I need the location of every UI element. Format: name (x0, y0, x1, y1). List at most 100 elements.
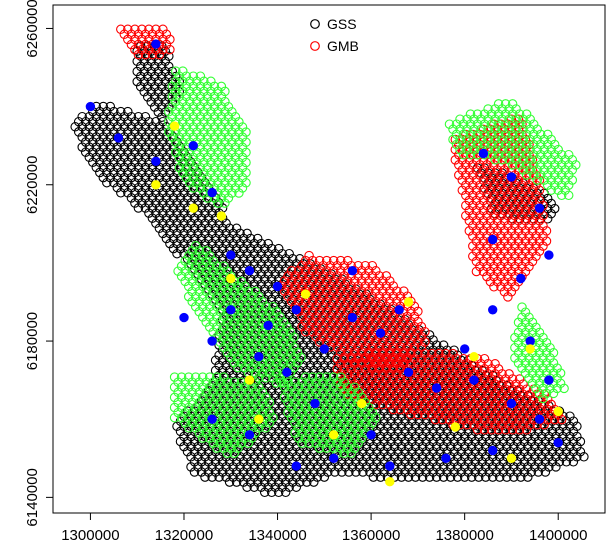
point-series-2 (300, 382, 311, 392)
point-series-2 (531, 353, 541, 363)
point-series-1 (325, 291, 335, 301)
point-series-1 (395, 321, 406, 332)
point-series-1 (448, 359, 458, 369)
point-series-1 (413, 389, 423, 399)
point-series-2 (254, 362, 264, 373)
point-series-2 (250, 327, 261, 337)
point-series-0 (263, 441, 273, 452)
point-series-0 (259, 243, 270, 254)
point-series-1 (321, 296, 332, 307)
point-series-2 (296, 352, 306, 363)
point-series-2 (227, 127, 237, 137)
point-series-2 (476, 124, 486, 135)
point-series-1 (482, 160, 492, 170)
point-series-2 (236, 327, 247, 337)
point-series-1 (504, 369, 514, 379)
point-series-2 (465, 149, 476, 160)
point-series-0 (142, 81, 153, 92)
point-series-0 (193, 188, 203, 198)
point-series-2 (254, 392, 264, 403)
point-series-2 (275, 373, 285, 383)
point-series-1 (475, 221, 485, 231)
point-series-0 (200, 238, 210, 249)
point-series-2 (314, 443, 325, 453)
point-series-0 (235, 228, 245, 239)
point-series-3 (226, 305, 236, 315)
point-series-1 (476, 389, 486, 399)
point-series-2 (527, 358, 538, 368)
point-series-2 (240, 342, 250, 353)
point-series-1 (499, 165, 510, 175)
point-series-1 (137, 24, 147, 35)
point-series-1 (395, 332, 406, 342)
point-series-0 (88, 147, 98, 157)
point-series-2 (490, 144, 500, 155)
point-series-0 (140, 172, 151, 183)
point-series-1 (499, 246, 510, 256)
point-series-0 (157, 71, 167, 82)
point-series-2 (218, 443, 229, 453)
point-series-2 (283, 397, 293, 408)
point-series-2 (514, 139, 525, 150)
point-series-1 (133, 39, 144, 50)
point-series-1 (339, 281, 349, 291)
point-series-0 (158, 147, 168, 157)
point-series-2 (349, 392, 360, 403)
point-series-3 (394, 305, 404, 315)
point-series-2 (532, 144, 542, 155)
point-series-0 (302, 457, 312, 467)
point-series-1 (472, 404, 483, 415)
point-series-0 (273, 264, 284, 274)
point-series-3 (244, 266, 255, 276)
point-series-2 (171, 137, 181, 147)
point-series-1 (489, 170, 499, 180)
point-series-2 (199, 147, 209, 158)
point-series-1 (479, 353, 490, 364)
point-series-2 (220, 178, 230, 188)
point-series-1 (483, 369, 493, 379)
point-series-1 (482, 271, 492, 282)
point-series-0 (252, 274, 263, 284)
point-series-0 (137, 147, 147, 157)
point-series-0 (119, 111, 130, 122)
point-series-1 (464, 195, 475, 206)
point-series-1 (311, 311, 321, 322)
point-series-1 (462, 369, 472, 379)
point-series-2 (268, 352, 278, 363)
point-series-0 (144, 116, 154, 127)
point-series-2 (535, 129, 546, 140)
point-series-2 (171, 76, 181, 87)
point-series-0 (554, 426, 565, 437)
point-series-0 (463, 457, 473, 467)
point-series-1 (388, 353, 399, 364)
point-series-0 (466, 441, 477, 452)
point-series-0 (200, 452, 210, 462)
point-series-2 (293, 402, 304, 413)
point-series-1 (549, 414, 560, 425)
point-series-2 (226, 322, 236, 332)
point-series-0 (421, 436, 431, 447)
point-series-0 (270, 431, 280, 442)
point-series-2 (204, 392, 215, 403)
point-series-2 (507, 139, 518, 150)
point-series-2 (364, 412, 374, 423)
point-series-2 (311, 418, 321, 428)
point-series-1 (472, 425, 483, 435)
point-series-2 (549, 149, 560, 160)
point-series-0 (109, 177, 119, 188)
point-series-2 (339, 377, 349, 387)
point-series-2 (199, 117, 209, 127)
point-series-1 (399, 389, 409, 399)
point-series-0 (193, 218, 203, 229)
point-series-3 (488, 305, 498, 315)
point-series-0 (105, 142, 116, 152)
point-series-2 (194, 407, 204, 418)
point-series-0 (242, 248, 252, 259)
point-series-0 (438, 441, 449, 452)
point-series-0 (88, 137, 98, 147)
point-series-1 (385, 389, 395, 399)
point-series-2 (297, 418, 307, 428)
point-series-2 (346, 407, 356, 418)
point-series-2 (202, 152, 213, 163)
point-series-2 (535, 139, 546, 150)
